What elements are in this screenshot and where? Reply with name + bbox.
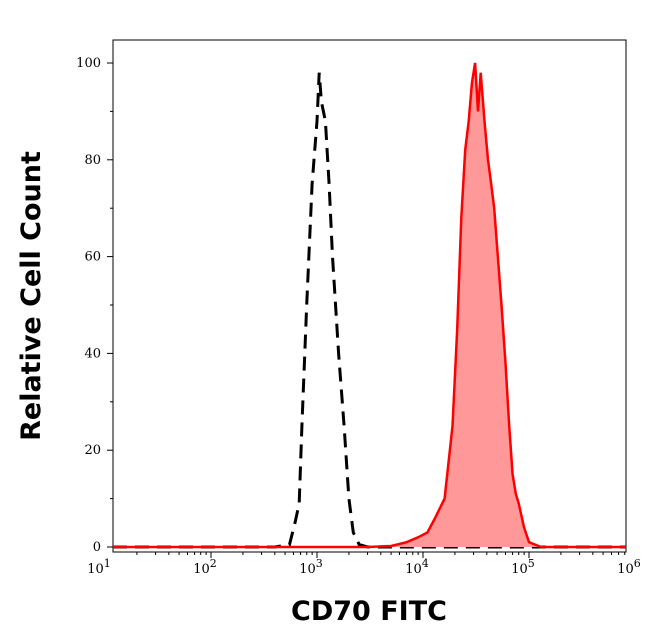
- x-tick-label: 101: [87, 557, 111, 577]
- y-axis-title: Relative Cell Count: [16, 151, 47, 441]
- sample-histogram-fill: [113, 63, 626, 547]
- series-layer: [113, 62, 626, 549]
- y-tick-label: 20: [84, 443, 101, 458]
- x-tick-label: 102: [193, 557, 217, 577]
- y-tick-label: 40: [84, 346, 101, 361]
- y-tick-label: 60: [84, 250, 101, 265]
- x-axis-title: CD70 FITC: [291, 596, 447, 627]
- x-axis: 101 102 103 104 105 106: [87, 552, 641, 577]
- y-tick-label: 0: [93, 540, 101, 555]
- control-histogram-line: [113, 72, 626, 549]
- x-tick-label: 103: [299, 557, 323, 577]
- x-tick-label: 104: [405, 557, 429, 577]
- y-tick-label: 80: [84, 153, 101, 168]
- x-tick-label: 106: [617, 557, 641, 577]
- sample-histogram-line: [113, 62, 626, 549]
- x-tick-label: 105: [511, 557, 535, 577]
- y-axis: 0 20 40 60 80 100: [76, 56, 113, 555]
- plot-frame: [112, 39, 627, 553]
- y-tick-label: 100: [76, 56, 101, 71]
